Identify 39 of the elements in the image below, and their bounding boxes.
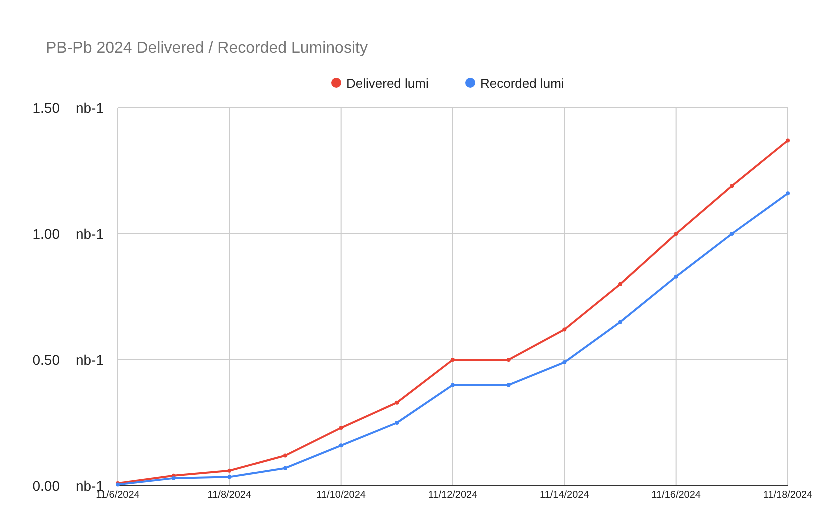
y-tick-label: 0.00 bbox=[32, 478, 60, 494]
point bbox=[228, 475, 232, 480]
point bbox=[618, 320, 622, 324]
point bbox=[395, 421, 400, 425]
point bbox=[339, 444, 344, 448]
point bbox=[730, 184, 734, 188]
point bbox=[674, 274, 678, 279]
point bbox=[228, 468, 232, 473]
point bbox=[506, 358, 511, 362]
point bbox=[451, 383, 455, 388]
point bbox=[562, 328, 567, 332]
point bbox=[339, 426, 344, 430]
text: nb-1 bbox=[76, 226, 104, 242]
chart-title: PB-Pb 2024 Delivered / Recorded Luminosity bbox=[46, 40, 368, 57]
point bbox=[395, 400, 400, 405]
point bbox=[730, 232, 734, 236]
point bbox=[172, 476, 176, 480]
point bbox=[786, 192, 790, 196]
point bbox=[506, 383, 511, 388]
x-tick-label: 11/12/2024 bbox=[428, 490, 478, 501]
legend-label: Delivered lumi bbox=[346, 76, 429, 91]
x-tick-label: 11/14/2024 bbox=[540, 490, 590, 501]
text: nb-1 bbox=[76, 100, 104, 116]
point bbox=[451, 358, 455, 362]
point bbox=[674, 232, 678, 236]
point bbox=[284, 466, 288, 470]
y-tick-label: 0.50 bbox=[32, 352, 60, 368]
point bbox=[786, 138, 790, 143]
point bbox=[618, 282, 622, 286]
x-tick-label: 11/10/2024 bbox=[316, 490, 366, 501]
x-tick-label: 11/16/2024 bbox=[652, 490, 702, 501]
legend-label: Recorded lumi bbox=[480, 76, 564, 91]
y-tick-label: 1.00 bbox=[32, 226, 60, 242]
text: nb-1 bbox=[76, 352, 104, 368]
y-tick-label: 1.50 bbox=[32, 100, 60, 116]
point bbox=[562, 360, 567, 365]
x-tick-label: 11/8/2024 bbox=[208, 490, 252, 501]
point bbox=[284, 454, 288, 458]
x-tick-label: 11/18/2024 bbox=[763, 490, 814, 501]
